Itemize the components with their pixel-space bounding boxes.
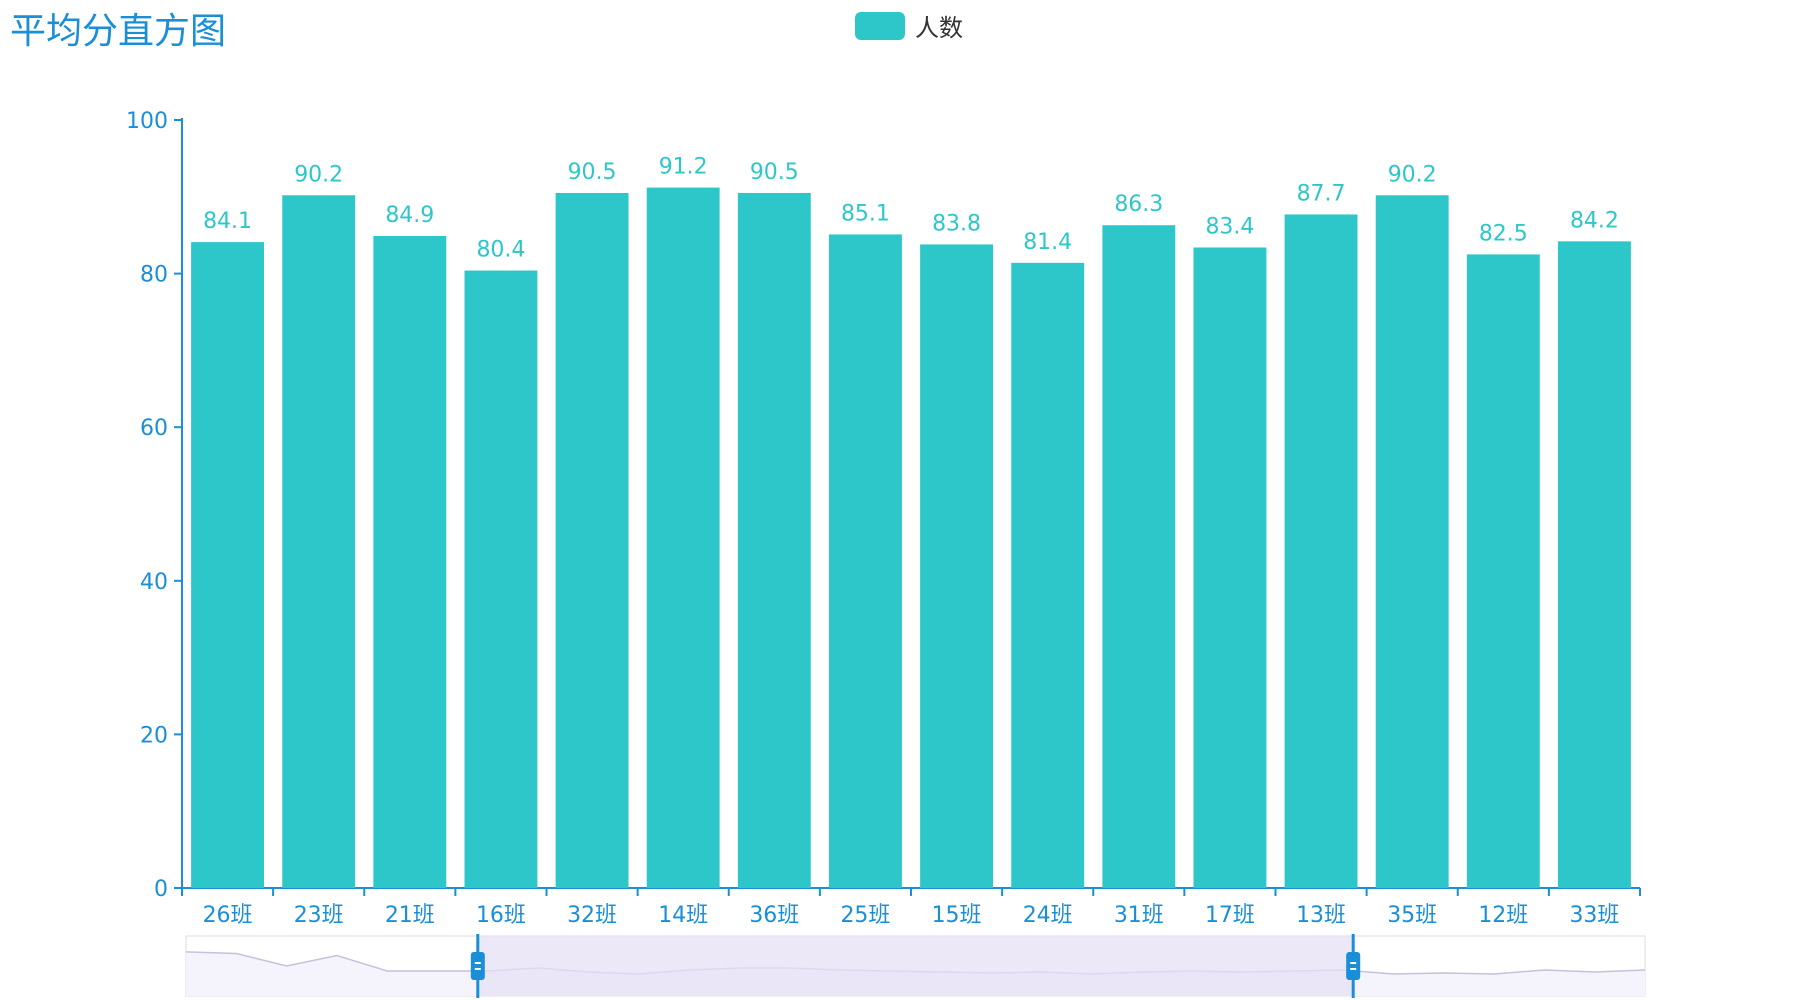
x-tick-label: 15班 xyxy=(932,903,982,928)
bar-value-label: 84.1 xyxy=(203,209,252,234)
bar-value-label: 84.9 xyxy=(385,203,434,228)
bars xyxy=(191,187,1631,889)
y-tick-label: 20 xyxy=(140,723,168,748)
slider-handle-right[interactable] xyxy=(1346,934,1361,998)
slider-grip-icon xyxy=(470,952,485,980)
data-zoom-slider[interactable] xyxy=(185,934,1646,998)
bar-value-label: 90.5 xyxy=(568,160,617,185)
bar[interactable] xyxy=(1466,254,1540,888)
bar[interactable] xyxy=(1557,241,1631,888)
x-tick-label: 25班 xyxy=(840,903,890,928)
x-tick-label: 21班 xyxy=(385,903,435,928)
bar-value-label: 82.5 xyxy=(1479,221,1528,246)
y-tick-label: 100 xyxy=(126,109,168,134)
bar-value-label: 90.2 xyxy=(294,162,343,187)
x-tick-label: 24班 xyxy=(1023,903,1073,928)
bar[interactable] xyxy=(920,244,994,888)
bar-value-label: 90.5 xyxy=(750,160,799,185)
bar-value-label: 83.4 xyxy=(1205,214,1254,239)
legend-item-renshu[interactable]: 人数 xyxy=(855,8,963,43)
bar[interactable] xyxy=(1375,195,1449,888)
x-tick-label: 13班 xyxy=(1296,903,1346,928)
bar-value-label: 85.1 xyxy=(841,201,890,226)
x-tick-label: 31班 xyxy=(1114,903,1164,928)
x-tick-label: 36班 xyxy=(749,903,799,928)
x-tick-label: 14班 xyxy=(658,903,708,928)
x-tick-label: 17班 xyxy=(1205,903,1255,928)
bar[interactable] xyxy=(646,187,720,889)
bar-value-label: 86.3 xyxy=(1114,192,1163,217)
slider-handle-left[interactable] xyxy=(470,934,485,998)
slider-grip-icon xyxy=(1346,952,1361,980)
bar[interactable] xyxy=(464,270,538,888)
y-tick-label: 80 xyxy=(140,263,168,288)
bar-value-label: 90.2 xyxy=(1388,162,1437,187)
bar-value-label: 84.2 xyxy=(1570,208,1619,233)
x-tick-label: 33班 xyxy=(1569,903,1619,928)
bar-value-label: 91.2 xyxy=(659,155,708,180)
y-axis: 0 20 40 60 80 100 xyxy=(126,109,183,902)
bar-value-label: 80.4 xyxy=(476,238,525,263)
y-tick-label: 60 xyxy=(140,416,168,441)
slider-window[interactable] xyxy=(477,936,1354,996)
x-tick-label: 32班 xyxy=(567,903,617,928)
bar[interactable] xyxy=(191,242,265,888)
bar-value-label: 83.8 xyxy=(932,211,981,236)
x-tick-label: 26班 xyxy=(203,903,253,928)
bar[interactable] xyxy=(1284,214,1358,889)
x-tick-label: 35班 xyxy=(1387,903,1437,928)
bar[interactable] xyxy=(737,192,811,888)
bar-value-label: 87.7 xyxy=(1297,181,1346,206)
bar[interactable] xyxy=(1102,225,1176,888)
bar[interactable] xyxy=(1193,247,1267,888)
x-tick-label: 16班 xyxy=(476,903,526,928)
bar[interactable] xyxy=(1011,262,1085,888)
bar[interactable] xyxy=(282,195,356,888)
chart-title: 平均分直方图 xyxy=(10,11,227,52)
bar[interactable] xyxy=(373,235,447,888)
y-tick-label: 0 xyxy=(154,877,168,902)
x-tick-label: 23班 xyxy=(294,903,344,928)
x-axis: 26班 23班 21班 16班 32班 14班 36班 25班 15班 24班 31班 17班 13班 3… xyxy=(181,887,1641,928)
y-tick-label: 40 xyxy=(140,570,168,595)
x-tick-label: 12班 xyxy=(1478,903,1528,928)
bar[interactable] xyxy=(555,192,629,888)
bar-labels: 84.1 90.2 84.9 80.4 90.5 91.2 90.5 85.1 83.8 81.4… xyxy=(203,155,1619,263)
legend-swatch xyxy=(855,11,905,40)
bar[interactable] xyxy=(828,234,902,888)
bar-value-label: 81.4 xyxy=(1023,230,1072,255)
legend-label: 人数 xyxy=(915,14,963,42)
